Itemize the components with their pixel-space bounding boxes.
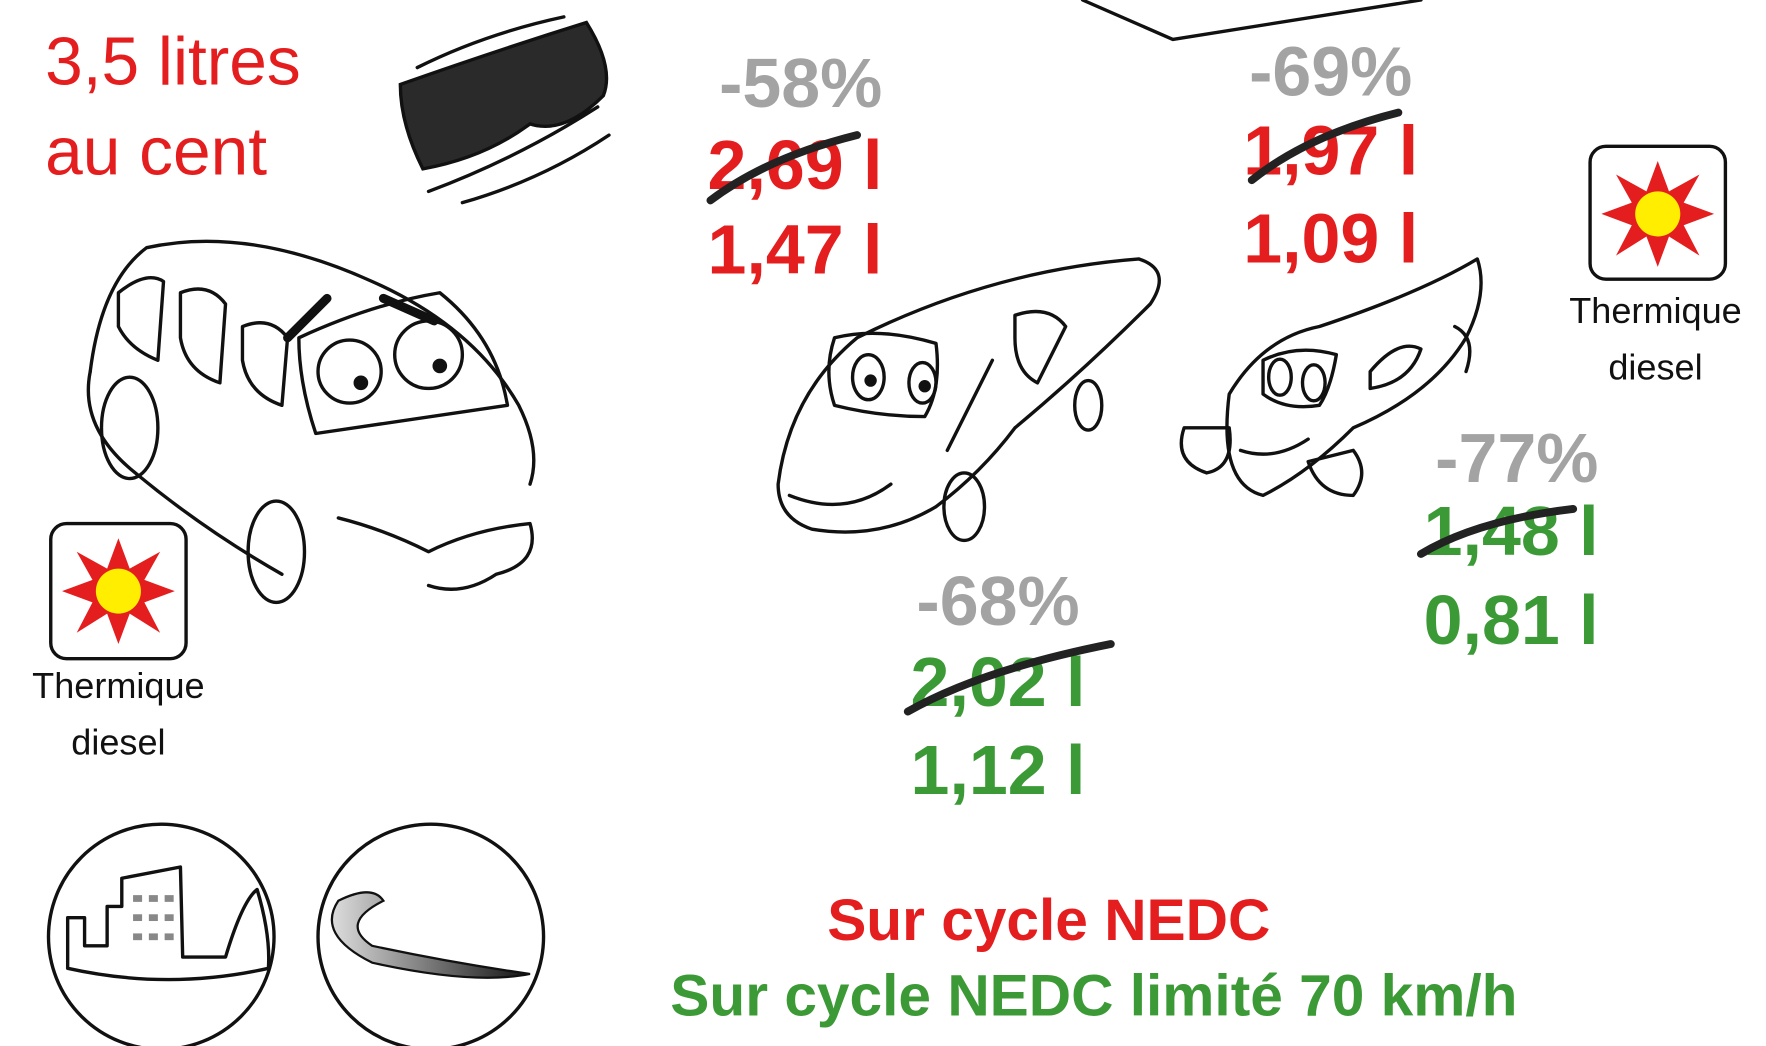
sedan-sketch [778,259,1159,540]
legend-red: Sur cycle NEDC [827,888,1270,953]
value-after: 0,81 l [1424,581,1599,659]
reduction: -58% [719,44,882,122]
value-after: 1,09 l [1243,199,1418,277]
value-after: 1,12 l [911,731,1086,809]
badge-label: Thermique [1569,290,1741,331]
value-before: 1,48 l [1424,492,1599,570]
thermique-badge-left [51,524,186,659]
city-icon [48,824,274,1046]
value-before: 1,97 l [1243,112,1418,190]
windscreen-icon [400,17,609,203]
legend-green: Sur cycle NEDC limité 70 km/h [670,964,1517,1029]
headline-line1: 3,5 litres [45,24,301,99]
reduction: -69% [1249,33,1412,111]
value-after: 1,47 l [708,211,883,289]
badge-label: Thermique [32,665,204,706]
illustration: 3,5 litres au cent [0,0,1766,1046]
thermique-badge-right [1590,146,1725,279]
road-icon [318,824,544,1046]
reduction: -68% [916,562,1079,640]
reduction: -77% [1435,419,1598,497]
headline-line2: au cent [45,115,267,190]
page: 3,5 litres au cent [0,0,1766,1046]
badge-label: diesel [71,721,165,762]
badge-label: diesel [1608,346,1702,387]
